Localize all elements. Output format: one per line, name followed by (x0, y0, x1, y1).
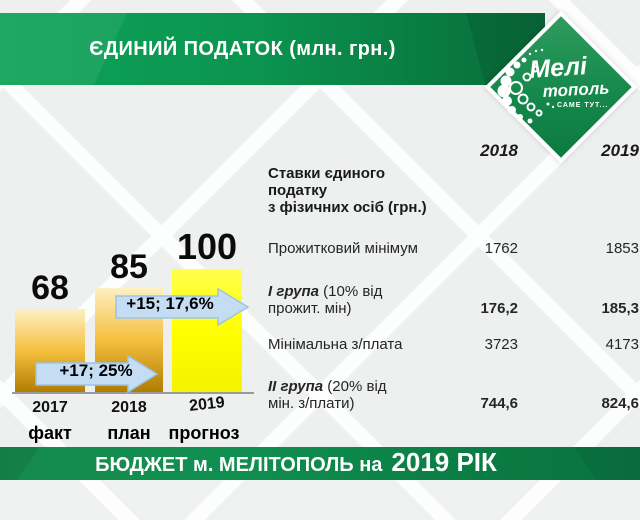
table-row-group1: І група (10% від прожит. мін) 176,2 185,… (268, 283, 639, 317)
growth-arrow-2018-2019-icon (115, 287, 250, 327)
axis-sublabel-forecast: прогноз (168, 423, 240, 443)
table-row-section-title: Ставки єдиного податку з фізичних осіб (… (268, 165, 427, 216)
melitopol-logo: Мелі тополь САМЕ ТУТ... (497, 48, 610, 124)
footer-prefix: БЮДЖЕТ м. МЕЛІТОПОЛЬ на (95, 454, 383, 476)
axis-sublabel-fact: факт (28, 423, 72, 443)
chart-baseline (12, 392, 254, 394)
logo-line2: тополь (542, 79, 610, 101)
table-row-group2: ІІ група (20% від мін. з/плати) 744,6 82… (268, 378, 639, 412)
footer-text: БЮДЖЕТ м. МЕЛІТОПОЛЬ на 2019 РІК (95, 447, 545, 478)
axis-label-2017: 2017 (32, 399, 68, 416)
bar-2019 (172, 269, 242, 394)
bar-value-2019: 100 (176, 226, 238, 267)
logo-flower-rings-icon (509, 65, 543, 117)
axis-label-2018: 2018 (111, 399, 147, 416)
tax-table: 2018 2019 Ставки єдиного податку з фізич… (268, 142, 639, 412)
table-header-2019: 2019 (601, 141, 639, 160)
growth-arrow-2017-2018-icon (35, 354, 159, 394)
logo-line1: Мелі (528, 52, 588, 84)
footer-banner: БЮДЖЕТ м. МЕЛІТОПОЛЬ на 2019 РІК (0, 447, 640, 480)
logo-flowers-icon (497, 48, 555, 124)
bar-group-2019: 100 (172, 229, 242, 394)
table-row-minimum-wage: Мінімальна з/плата 3723 4173 (268, 336, 639, 353)
footer-year: 2019 РІК (391, 447, 497, 477)
bar-value-2018: 85 (110, 248, 148, 286)
axis-sublabel-plan: план (107, 423, 151, 443)
slide-title: ЄДИНИЙ ПОДАТОК (млн. грн.) (89, 37, 396, 60)
growth-arrows (35, 287, 250, 394)
bar-value-2017: 68 (31, 269, 69, 307)
logo-tagline: САМЕ ТУТ... (557, 102, 608, 109)
table-row-living-minimum: Прожитковий мінімум 1762 1853 (268, 240, 639, 257)
growth-label-2017-2018: +17; 25% (59, 361, 133, 380)
title-banner: ЄДИНИЙ ПОДАТОК (млн. грн.) (0, 13, 545, 85)
growth-label-2018-2019: +15; 17,6% (126, 294, 214, 313)
logo-text: Мелі тополь САМЕ ТУТ... (528, 52, 609, 109)
table-header-2018: 2018 (480, 141, 518, 160)
table-header-row: 2018 2019 (268, 142, 639, 159)
